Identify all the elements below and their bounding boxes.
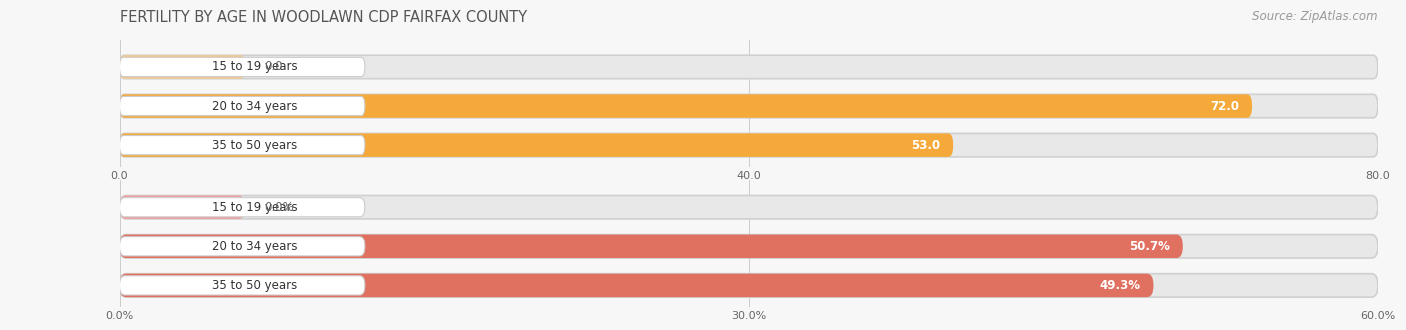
Text: FERTILITY BY AGE IN WOODLAWN CDP FAIRFAX COUNTY: FERTILITY BY AGE IN WOODLAWN CDP FAIRFAX… (120, 10, 527, 25)
FancyBboxPatch shape (120, 195, 245, 219)
Text: 53.0: 53.0 (911, 139, 941, 152)
FancyBboxPatch shape (120, 274, 1378, 297)
FancyBboxPatch shape (120, 57, 366, 77)
FancyBboxPatch shape (120, 198, 366, 217)
FancyBboxPatch shape (120, 274, 1153, 297)
FancyBboxPatch shape (120, 195, 1378, 219)
FancyBboxPatch shape (120, 55, 245, 79)
Text: 72.0: 72.0 (1211, 100, 1240, 113)
Text: Source: ZipAtlas.com: Source: ZipAtlas.com (1253, 10, 1378, 23)
Text: 15 to 19 years: 15 to 19 years (212, 60, 297, 74)
Text: 50.7%: 50.7% (1129, 240, 1170, 253)
FancyBboxPatch shape (120, 235, 1378, 258)
Text: 35 to 50 years: 35 to 50 years (212, 279, 297, 292)
FancyBboxPatch shape (120, 94, 1251, 118)
Text: 20 to 34 years: 20 to 34 years (212, 100, 297, 113)
FancyBboxPatch shape (120, 55, 1378, 79)
Text: 15 to 19 years: 15 to 19 years (212, 201, 297, 214)
Text: 49.3%: 49.3% (1099, 279, 1140, 292)
FancyBboxPatch shape (120, 136, 366, 155)
FancyBboxPatch shape (120, 96, 366, 116)
FancyBboxPatch shape (120, 235, 1182, 258)
Text: 0.0: 0.0 (264, 60, 283, 74)
Text: 35 to 50 years: 35 to 50 years (212, 139, 297, 152)
FancyBboxPatch shape (120, 133, 1378, 157)
FancyBboxPatch shape (120, 94, 1378, 118)
FancyBboxPatch shape (120, 276, 366, 295)
Text: 20 to 34 years: 20 to 34 years (212, 240, 297, 253)
Text: 0.0%: 0.0% (264, 201, 294, 214)
FancyBboxPatch shape (120, 133, 953, 157)
FancyBboxPatch shape (120, 237, 366, 256)
